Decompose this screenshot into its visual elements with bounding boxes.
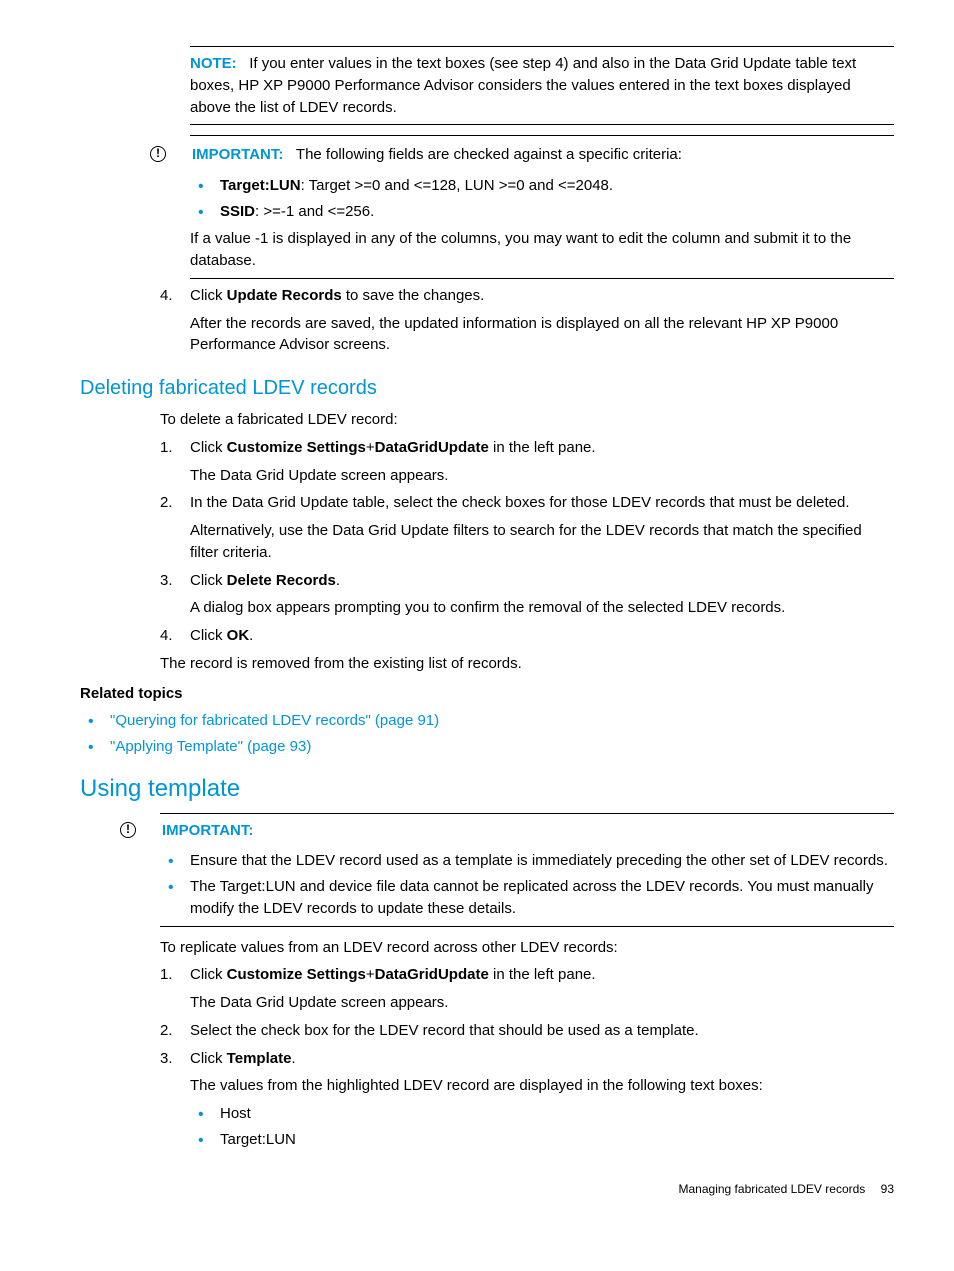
important-icon: ! [80,820,150,845]
step-list-cont: 4. Click Update Records to save the chan… [160,285,894,356]
step-item: 4. Click OK. [160,625,894,647]
step-item: 3. Click Template. The values from the h… [160,1048,894,1151]
bullet-item: Target:LUN: Target >=0 and <=128, LUN >=… [190,175,894,197]
step-item: 1. Click Customize Settings+DataGridUpda… [160,964,894,1014]
sec2-steps: 1. Click Customize Settings+DataGridUpda… [160,964,894,1150]
page-number: 93 [881,1182,894,1196]
related-link[interactable]: "Querying for fabricated LDEV records" (… [110,712,439,729]
important2-bullets: Ensure that the LDEV record used as a te… [160,850,894,919]
page-footer: Managing fabricated LDEV records 93 [80,1181,894,1198]
important-label: IMPORTANT: [162,822,253,839]
related-link-item: "Applying Template" (page 93) [80,736,894,758]
field-item: Host [190,1103,894,1125]
section-heading-template: Using template [80,772,894,807]
important-intro: The following fields are checked against… [296,146,682,163]
step-item: 1. Click Customize Settings+DataGridUpda… [160,437,894,487]
important-block-1: ! IMPORTANT: The following fields are ch… [80,135,894,279]
section-heading-deleting: Deleting fabricated LDEV records [80,374,894,403]
template-fields: Host Target:LUN [190,1103,894,1151]
related-topics-label: Related topics [80,683,894,705]
bullet-item: Ensure that the LDEV record used as a te… [160,850,894,872]
sec1-steps: 1. Click Customize Settings+DataGridUpda… [160,437,894,647]
important-icon: ! [80,144,180,169]
note-label: NOTE: [190,55,237,72]
note-box: NOTE: If you enter values in the text bo… [190,46,894,125]
step-item: 3. Click Delete Records. A dialog box ap… [160,570,894,620]
note-text: If you enter values in the text boxes (s… [190,55,856,116]
field-item: Target:LUN [190,1129,894,1151]
important-bullets: Target:LUN: Target >=0 and <=128, LUN >=… [190,175,894,223]
sec1-intro: To delete a fabricated LDEV record: [160,409,894,431]
step-sub: After the records are saved, the updated… [190,313,894,357]
related-link-item: "Querying for fabricated LDEV records" (… [80,710,894,732]
important-block-2: ! IMPORTANT: Ensure that the LDEV record… [80,813,894,927]
bullet-item: SSID: >=-1 and <=256. [190,201,894,223]
step-item: 4. Click Update Records to save the chan… [160,285,894,356]
sec1-after: The record is removed from the existing … [160,653,894,675]
important-after: If a value -1 is displayed in any of the… [190,228,894,272]
related-link[interactable]: "Applying Template" (page 93) [110,738,311,755]
step-item: 2. In the Data Grid Update table, select… [160,492,894,563]
footer-text: Managing fabricated LDEV records [679,1182,866,1196]
important-label: IMPORTANT: [192,146,283,163]
bullet-item: The Target:LUN and device file data cann… [160,876,894,920]
sec2-intro: To replicate values from an LDEV record … [160,937,894,959]
step-item: 2. Select the check box for the LDEV rec… [160,1020,894,1042]
related-topics-list: "Querying for fabricated LDEV records" (… [80,710,894,758]
